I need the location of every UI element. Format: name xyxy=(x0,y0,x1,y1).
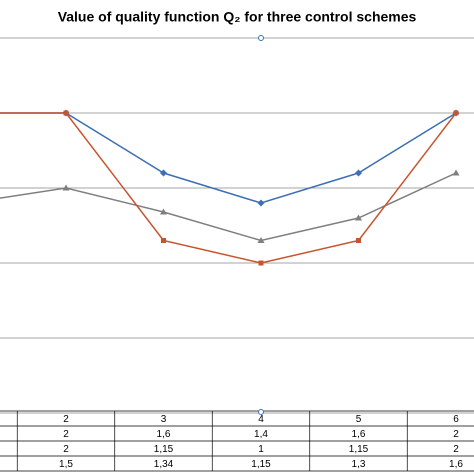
table-cell: 1,4 xyxy=(254,429,268,440)
marker xyxy=(160,169,167,177)
x-tick-label: 5 xyxy=(356,414,362,425)
chart-title: Value of quality function Q₂ for three c… xyxy=(58,9,417,25)
marker xyxy=(453,110,459,116)
marker xyxy=(62,184,70,191)
table-cell: 2 xyxy=(453,429,459,440)
x-tick-label: 4 xyxy=(258,414,264,425)
plot xyxy=(0,109,460,266)
table-cell: 1,3 xyxy=(352,459,366,470)
table-cell: 1,15 xyxy=(154,444,174,455)
marker xyxy=(452,169,460,176)
x-tick-label: 6 xyxy=(453,414,459,425)
x-tick-label: 2 xyxy=(63,414,69,425)
grid xyxy=(0,37,474,414)
marker xyxy=(257,199,265,207)
table-cell: 1,6 xyxy=(352,429,366,440)
marker xyxy=(356,238,361,243)
table-cell: 2 xyxy=(453,444,459,455)
marker xyxy=(258,260,264,266)
table-cell: 1,6 xyxy=(157,429,171,440)
series-line xyxy=(0,172,457,242)
table-cell: 1,15 xyxy=(251,459,271,470)
series-line xyxy=(0,112,457,264)
marker xyxy=(160,208,167,215)
marker xyxy=(355,169,362,177)
table-cell: 1 xyxy=(258,444,264,455)
data-table: 2 2 2 1,5 3 1,6 1,15 1,34 4 1,4 1 1,15 5 1,6 1,15 1,3 6 2… xyxy=(0,410,474,472)
table-cell: 2 xyxy=(63,444,69,455)
handle xyxy=(258,35,264,41)
table-cell: 1,5 xyxy=(59,459,73,470)
marker xyxy=(355,214,362,221)
marker xyxy=(257,237,265,243)
x-tick-label: 3 xyxy=(161,414,167,425)
marker xyxy=(63,110,69,116)
marker xyxy=(161,238,166,243)
table-cell: 1,34 xyxy=(154,459,174,470)
table-cell: 2 xyxy=(63,429,69,440)
table-cell: 1,6 xyxy=(449,459,463,470)
handle xyxy=(258,409,264,415)
table-cell: 1,15 xyxy=(349,444,369,455)
